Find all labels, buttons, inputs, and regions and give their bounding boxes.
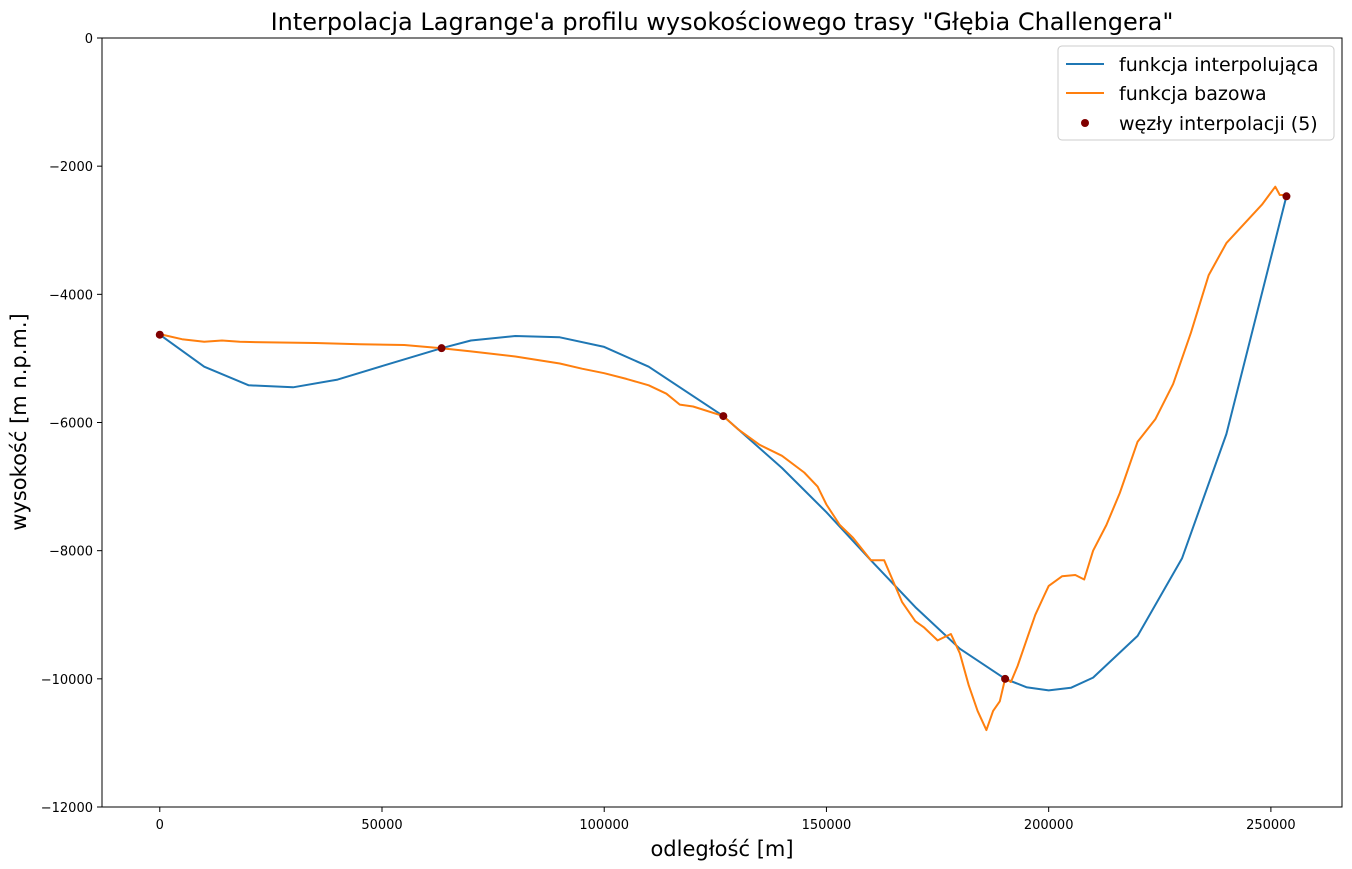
legend: funkcja interpolująca funkcja bazowa węz…: [1057, 45, 1335, 141]
y-tick-label: −8000: [49, 545, 93, 560]
x-tick-label: 100000: [579, 818, 629, 833]
y-axis-title: wysokość [m n.p.m.]: [7, 313, 31, 530]
legend-label-nodes: węzły interpolacji (5): [1119, 113, 1318, 135]
x-tick-label: 150000: [802, 818, 852, 833]
base-function-line: [159, 185, 1287, 732]
y-axis-ticks: 0 −2000 −4000 −6000 −8000 −10000 −12000: [41, 32, 102, 816]
legend-marker-nodes: [1081, 119, 1089, 127]
interpolation-node-point: [1282, 192, 1291, 201]
plot-frame: [101, 37, 1343, 808]
y-tick-label: −2000: [49, 160, 93, 175]
y-tick-label: 0: [85, 32, 93, 47]
y-tick-label: −10000: [41, 673, 93, 688]
markers-group: [155, 192, 1291, 683]
x-tick-label: 200000: [1024, 818, 1074, 833]
series-group: [159, 185, 1288, 732]
chart-title: Interpolacja Lagrange'a profilu wysokośc…: [271, 8, 1174, 36]
x-tick-label: 0: [156, 818, 164, 833]
y-tick-label: −12000: [41, 801, 93, 816]
x-axis-title: odległość [m]: [650, 837, 793, 861]
interpolation-node-point: [437, 344, 446, 353]
legend-label-base: funkcja bazowa: [1119, 83, 1267, 105]
x-tick-label: 50000: [361, 818, 402, 833]
x-tick-label: 250000: [1246, 818, 1296, 833]
x-axis-ticks: 0 50000 100000 150000 200000 250000: [156, 807, 1296, 833]
legend-label-interp: funkcja interpolująca: [1119, 54, 1318, 76]
interpolation-node-point: [1001, 674, 1010, 683]
interpolating-function-line: [159, 196, 1288, 692]
legend-box: [1057, 45, 1335, 141]
interpolation-node-point: [719, 412, 728, 421]
y-tick-label: −4000: [49, 288, 93, 303]
y-tick-label: −6000: [49, 417, 93, 432]
interpolation-node-point: [155, 330, 164, 339]
plot-area: [101, 37, 1343, 808]
